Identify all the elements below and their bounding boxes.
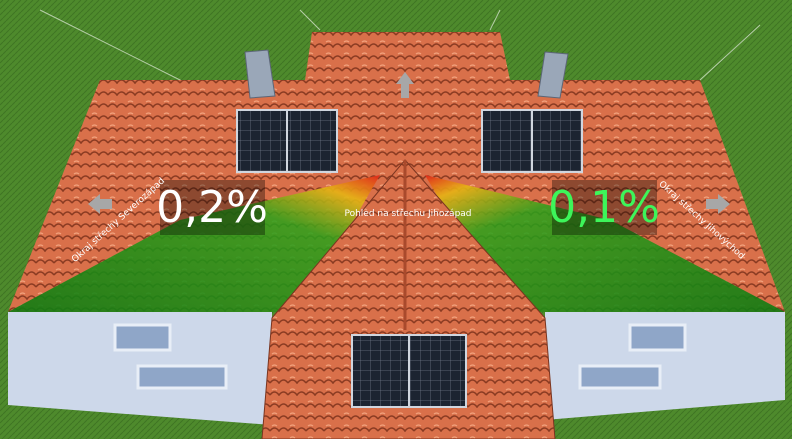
heatmap-left (8, 175, 380, 312)
value-box (552, 180, 657, 235)
arrow (706, 194, 730, 214)
value-box (160, 180, 265, 235)
chimney (537, 51, 569, 99)
heatmap-right (425, 175, 785, 312)
right-value: 0,1% (548, 182, 660, 233)
roof-gable (261, 159, 556, 439)
chimney (244, 49, 276, 99)
window (113, 323, 172, 352)
view-label: Pohled na střechu Jihozápad (344, 209, 471, 219)
window (628, 323, 687, 352)
window (578, 364, 662, 390)
left-value: 0,2% (156, 182, 268, 233)
window (136, 364, 228, 390)
wall-right (545, 312, 785, 420)
arrow (396, 72, 414, 98)
arrow (88, 194, 112, 214)
